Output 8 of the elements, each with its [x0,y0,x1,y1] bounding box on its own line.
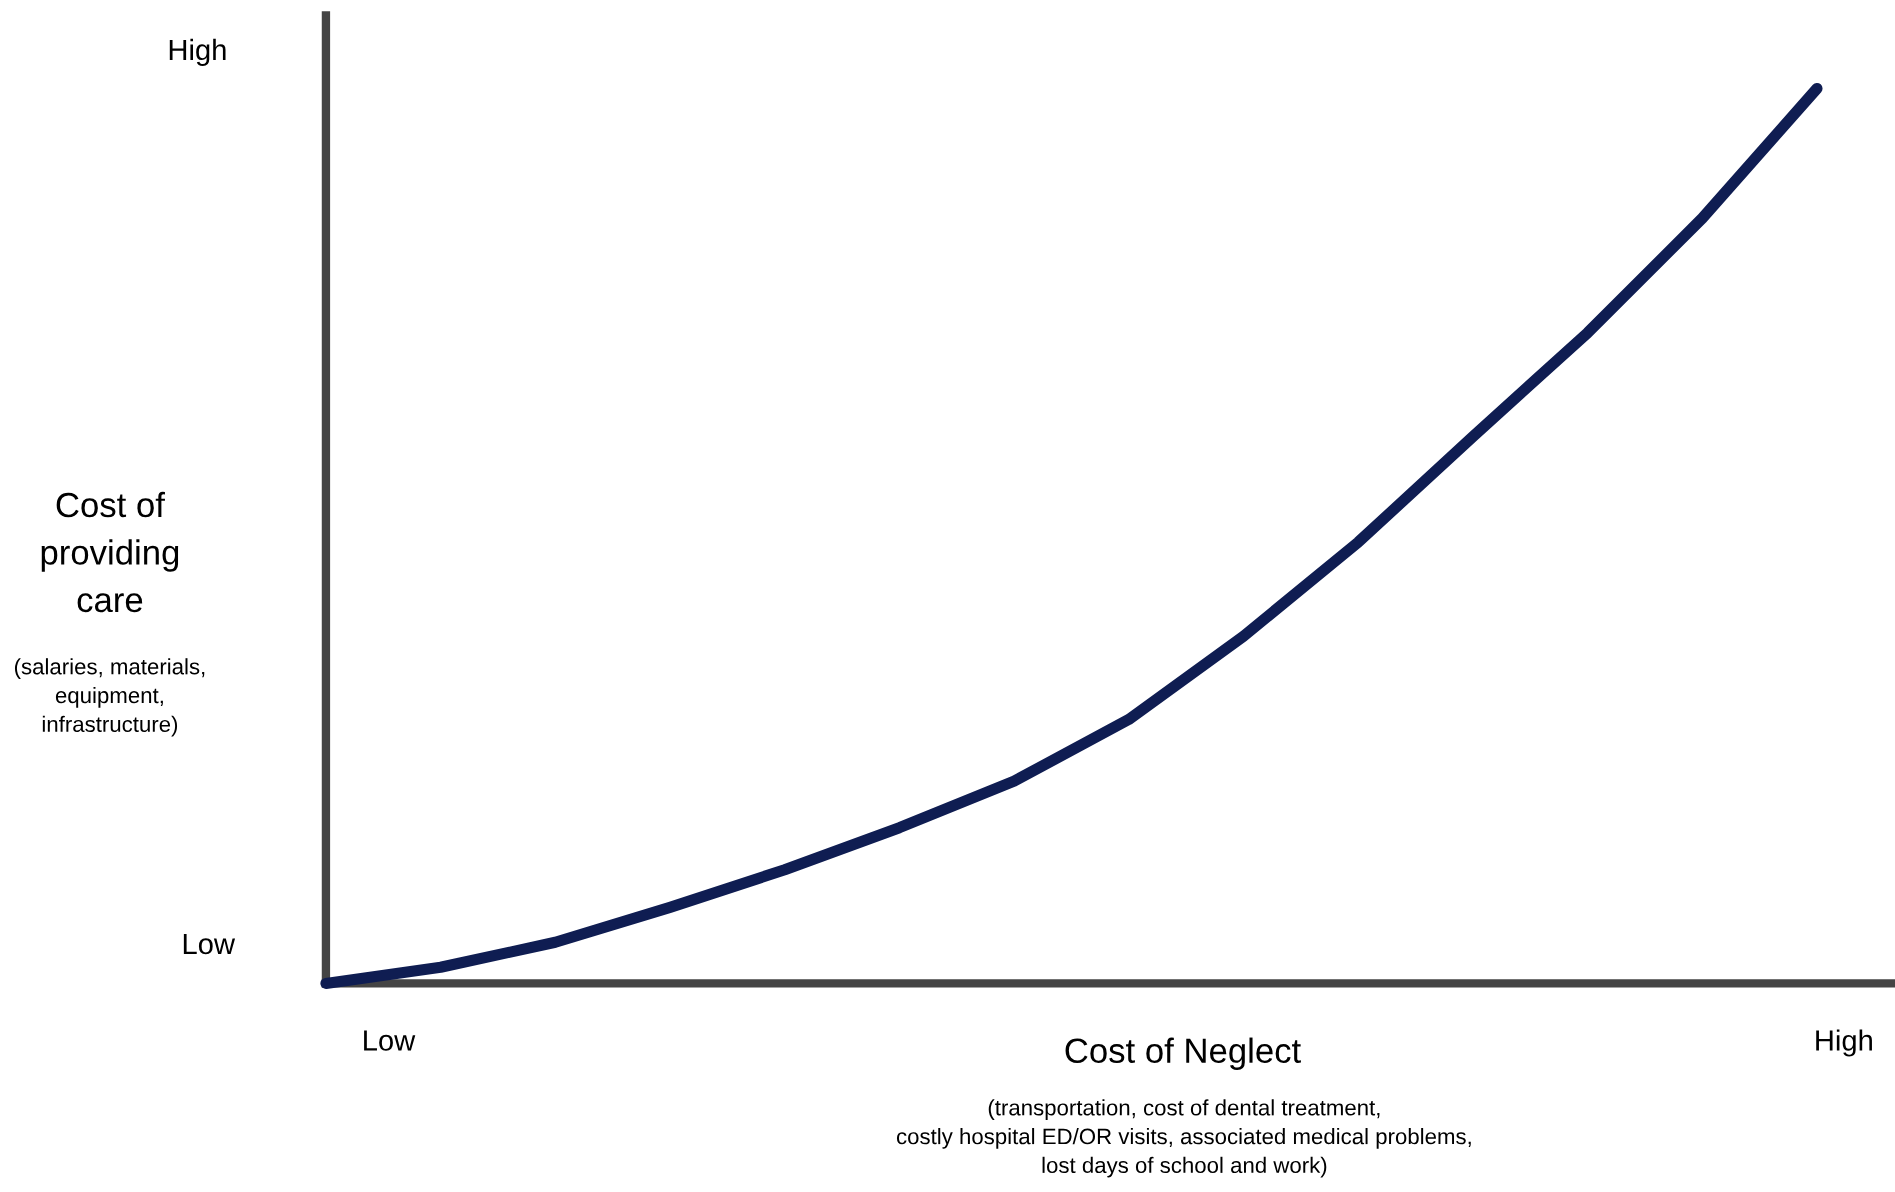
text: Low [364,1030,416,1051]
text: (salaries, materials, equipment, infrastructure) [14,658,205,737]
text: High [169,38,226,67]
text: (transportation, cost of dental treatment, costly hospital ED/OR visits, associated medical problems, lost days of school and work) [896,1099,1471,1178]
text: Low [183,933,236,955]
x-axis-title: Cost of Neglect [1065,1037,1301,1070]
text: High [1816,1029,1872,1057]
y-axis-title: Cost of providing care [41,491,179,613]
